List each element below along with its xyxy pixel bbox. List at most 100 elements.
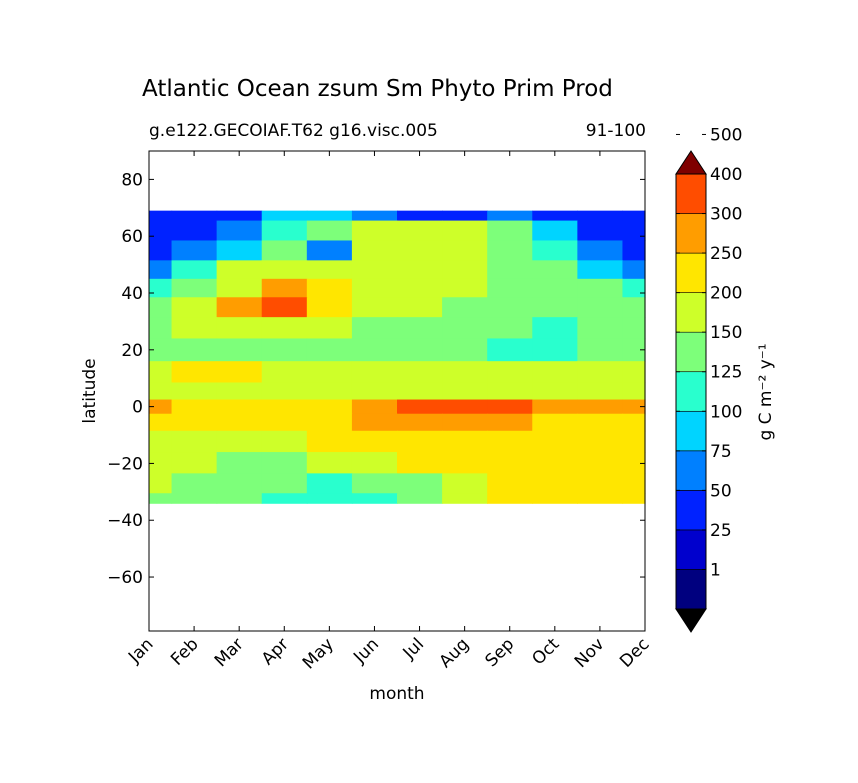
colorbar-tick-label: 100 [710,402,742,422]
heatmap-cell [351,240,398,261]
heatmap-cell [442,473,488,494]
heatmap-cell [487,382,533,401]
heatmap-cell [171,430,218,453]
heatmap-cell [216,220,263,242]
heatmap-cell [261,278,308,298]
heatmap-cell [487,240,533,261]
heatmap-cell [622,260,646,280]
heatmap-cell [532,413,578,432]
heatmap-cell [171,452,218,474]
heatmap-cell [216,452,263,474]
heatmap-cell [397,361,443,384]
heatmap-cell [216,413,263,432]
x-tick-label: Jan [124,634,157,667]
colorbar-segment [675,213,707,254]
heatmap-cell [397,338,443,362]
heatmap-cell [397,473,443,494]
heatmap-cell [216,361,263,384]
heatmap-cell [351,361,398,384]
heatmap-cell [532,220,578,242]
colorbar-tick-label: 50 [710,481,732,501]
heatmap-cell [622,297,646,318]
colorbar-segment [675,410,707,452]
heatmap-cell [577,338,624,362]
x-tick-label: Apr [258,634,293,669]
heatmap-cell [532,361,578,384]
colorbar-tick-label: 150 [710,323,742,343]
heatmap-cell [577,260,624,280]
heatmap-cell [442,361,488,384]
colorbar-tick-label: 125 [710,363,742,383]
heatmap-cell [261,260,308,280]
heatmap-cell [306,297,353,318]
colorbar-segment [675,450,707,491]
heatmap-cell [442,382,488,401]
heatmap-cell [351,399,398,415]
heatmap-cell [216,297,263,318]
heatmap-cell [577,297,624,318]
colorbar-tick-label: 75 [710,442,732,462]
heatmap-cell [306,260,353,280]
heatmap-cell [442,278,488,298]
heatmap-cell [487,297,533,318]
heatmap-cell [532,452,578,474]
heatmap-cell [442,220,488,242]
x-axis-label: month [369,684,424,704]
heatmap-cell [577,430,624,453]
y-tick-label: −60 [107,568,143,588]
heatmap-cell [351,278,398,298]
heatmap-cell [149,452,173,474]
heatmap-cell [149,220,173,242]
heatmap-cell [149,382,173,401]
colorbar-segment [675,252,707,293]
heatmap-cell [216,382,263,401]
heatmap-cell [171,338,218,362]
heatmap-cell [487,361,533,384]
heatmap-cell [532,473,578,494]
heatmap-cell [149,317,173,340]
x-tick-label: Nov [571,634,609,672]
heatmap-cell [577,473,624,494]
heatmap-cell [351,210,398,222]
heatmap-cell [487,278,533,298]
heatmap-cell [306,361,353,384]
heatmap-cell [397,240,443,261]
heatmap-cell [442,338,488,362]
heatmap-cell [577,240,624,261]
heatmap-cell [149,399,173,415]
heatmap-cell [171,278,218,298]
heatmap-cell [261,361,308,384]
heatmap-cell [487,399,533,415]
heatmap-cell [261,240,308,261]
heatmap-cell [397,430,443,453]
heatmap-cell [171,361,218,384]
plot-area [149,151,646,631]
heatmap-cell [261,317,308,340]
chart-subtitle-years: 91-100 [585,121,646,141]
heatmap-cell [442,452,488,474]
x-tick-label: Sep [481,634,518,671]
heatmap-cell [149,413,173,432]
heatmap-cell [532,399,578,415]
heatmap-cell [577,210,624,222]
y-tick-label: 80 [121,170,143,190]
x-tick-label: Mar [211,634,248,671]
heatmap-cell [351,473,398,494]
heatmap-cell [216,338,263,362]
heatmap-cell [622,361,646,384]
heatmap-cell [532,260,578,280]
heatmap-cell [351,382,398,401]
heatmap-cell [442,317,488,340]
heatmap-cell [171,399,218,415]
heatmap-cell [577,493,624,504]
y-tick-label: 40 [121,284,143,304]
colorbar-label: g C m⁻² y⁻¹ [756,343,776,440]
heatmap-cell [171,382,218,401]
heatmap-cell [306,473,353,494]
y-tick-label: 0 [132,398,143,418]
heatmap-cell [171,413,218,432]
x-tick-label: Dec [616,634,653,671]
heatmap-cell [351,260,398,280]
heatmap-cell [261,399,308,415]
